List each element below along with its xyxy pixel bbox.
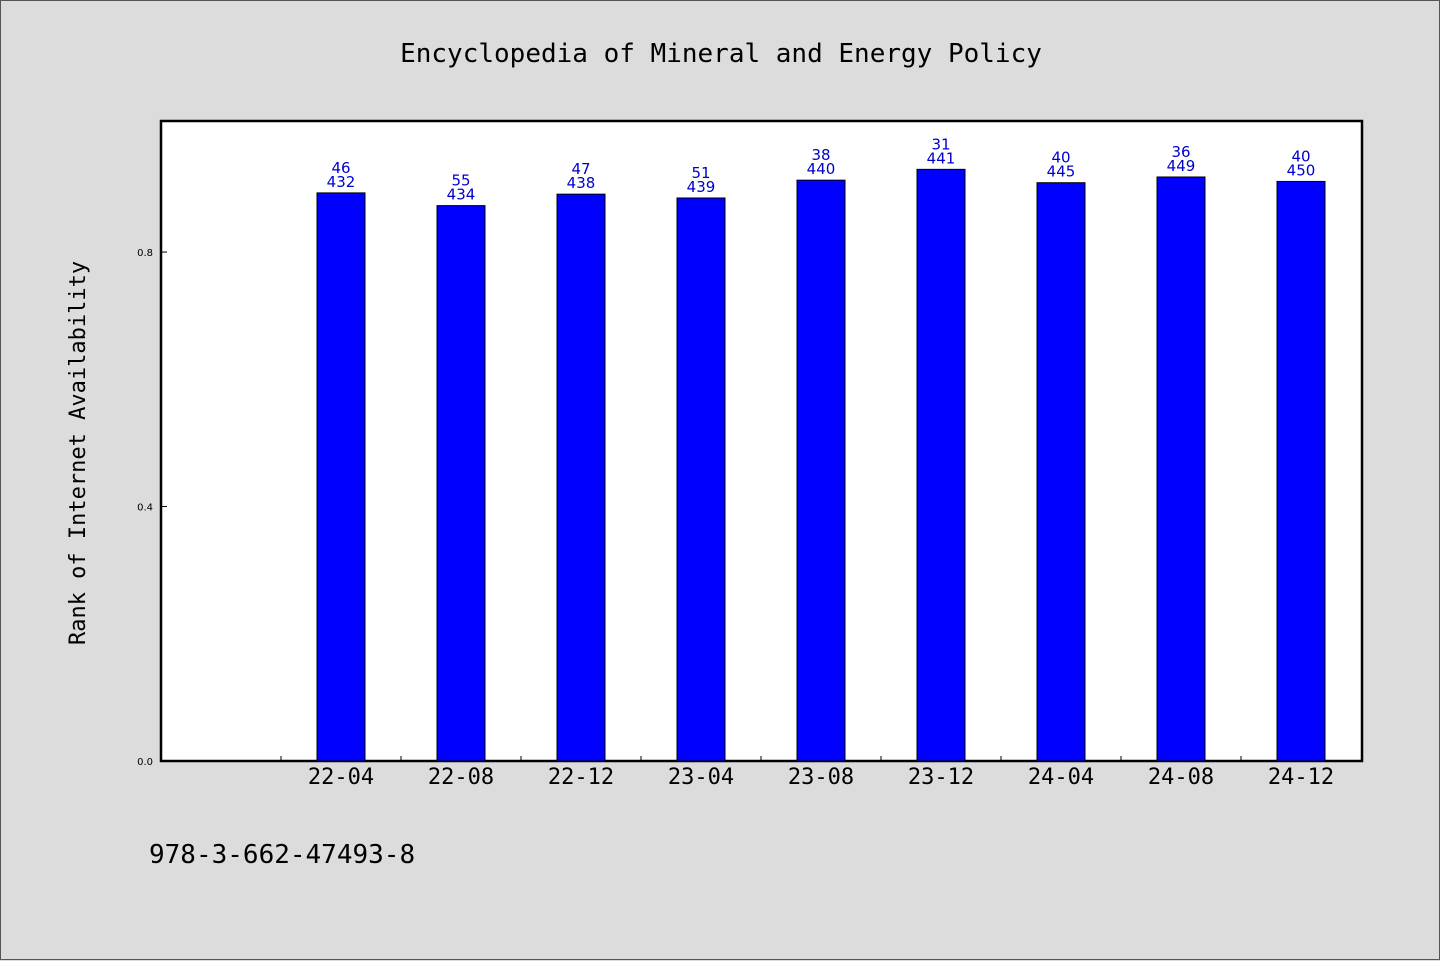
x-tick-label: 22-08 bbox=[428, 765, 494, 790]
bar-23-08 bbox=[796, 179, 846, 762]
bar-label-top: 36 bbox=[1171, 143, 1190, 161]
bar-label-top: 47 bbox=[571, 160, 590, 178]
x-tick-label: 24-08 bbox=[1148, 765, 1214, 790]
bar-label-bottom: 439 bbox=[687, 178, 716, 196]
bar-22-12 bbox=[556, 193, 606, 762]
x-tick-label: 23-04 bbox=[668, 765, 734, 790]
bar-23-12 bbox=[916, 168, 966, 762]
bar-label-top: 40 bbox=[1051, 149, 1070, 167]
y-tick-label: 0.0 bbox=[137, 757, 153, 768]
x-tick-label: 22-04 bbox=[308, 765, 374, 790]
x-tick-label: 24-04 bbox=[1028, 765, 1094, 790]
bar-label-bottom: 438 bbox=[567, 174, 596, 192]
bar-24-12 bbox=[1276, 180, 1326, 762]
bar-label-top: 51 bbox=[691, 164, 710, 182]
bar-label-bottom: 449 bbox=[1167, 157, 1196, 175]
bar-label-bottom: 450 bbox=[1287, 161, 1316, 179]
bar-label-bottom: 432 bbox=[327, 173, 356, 191]
isbn-footer: 978-3-662-47493-8 bbox=[149, 840, 415, 870]
bar-label-top: 46 bbox=[331, 159, 350, 177]
y-axis-label: Rank of Internet Availability bbox=[66, 261, 91, 645]
bar-label-bottom: 434 bbox=[447, 186, 476, 204]
bar-label-top: 31 bbox=[931, 135, 950, 153]
chart-title: Encyclopedia of Mineral and Energy Polic… bbox=[400, 39, 1042, 69]
bar-label-bottom: 441 bbox=[927, 149, 956, 167]
bar-label-bottom: 445 bbox=[1047, 163, 1076, 181]
y-tick-label: 0.8 bbox=[137, 248, 153, 259]
axis-ticks: 22-04 22-08 22-12 23-04 23-08 23-12 24-04 24-08… bbox=[137, 248, 1334, 790]
y-tick-label: 0.4 bbox=[137, 503, 153, 514]
bar-23-04 bbox=[676, 197, 726, 762]
bar-label-top: 55 bbox=[451, 172, 470, 190]
bar-22-04 bbox=[316, 192, 366, 762]
x-tick-label: 24-12 bbox=[1268, 765, 1334, 790]
bar-label-bottom: 440 bbox=[807, 160, 836, 178]
bar-22-08 bbox=[436, 205, 486, 762]
bar-24-08 bbox=[1156, 176, 1206, 762]
bar-label-top: 38 bbox=[811, 146, 830, 164]
bar-label-top: 40 bbox=[1291, 147, 1310, 165]
x-tick-label: 22-12 bbox=[548, 765, 614, 790]
x-tick-label: 23-12 bbox=[908, 765, 974, 790]
x-tick-label: 23-08 bbox=[788, 765, 854, 790]
bar-24-04 bbox=[1036, 182, 1086, 762]
